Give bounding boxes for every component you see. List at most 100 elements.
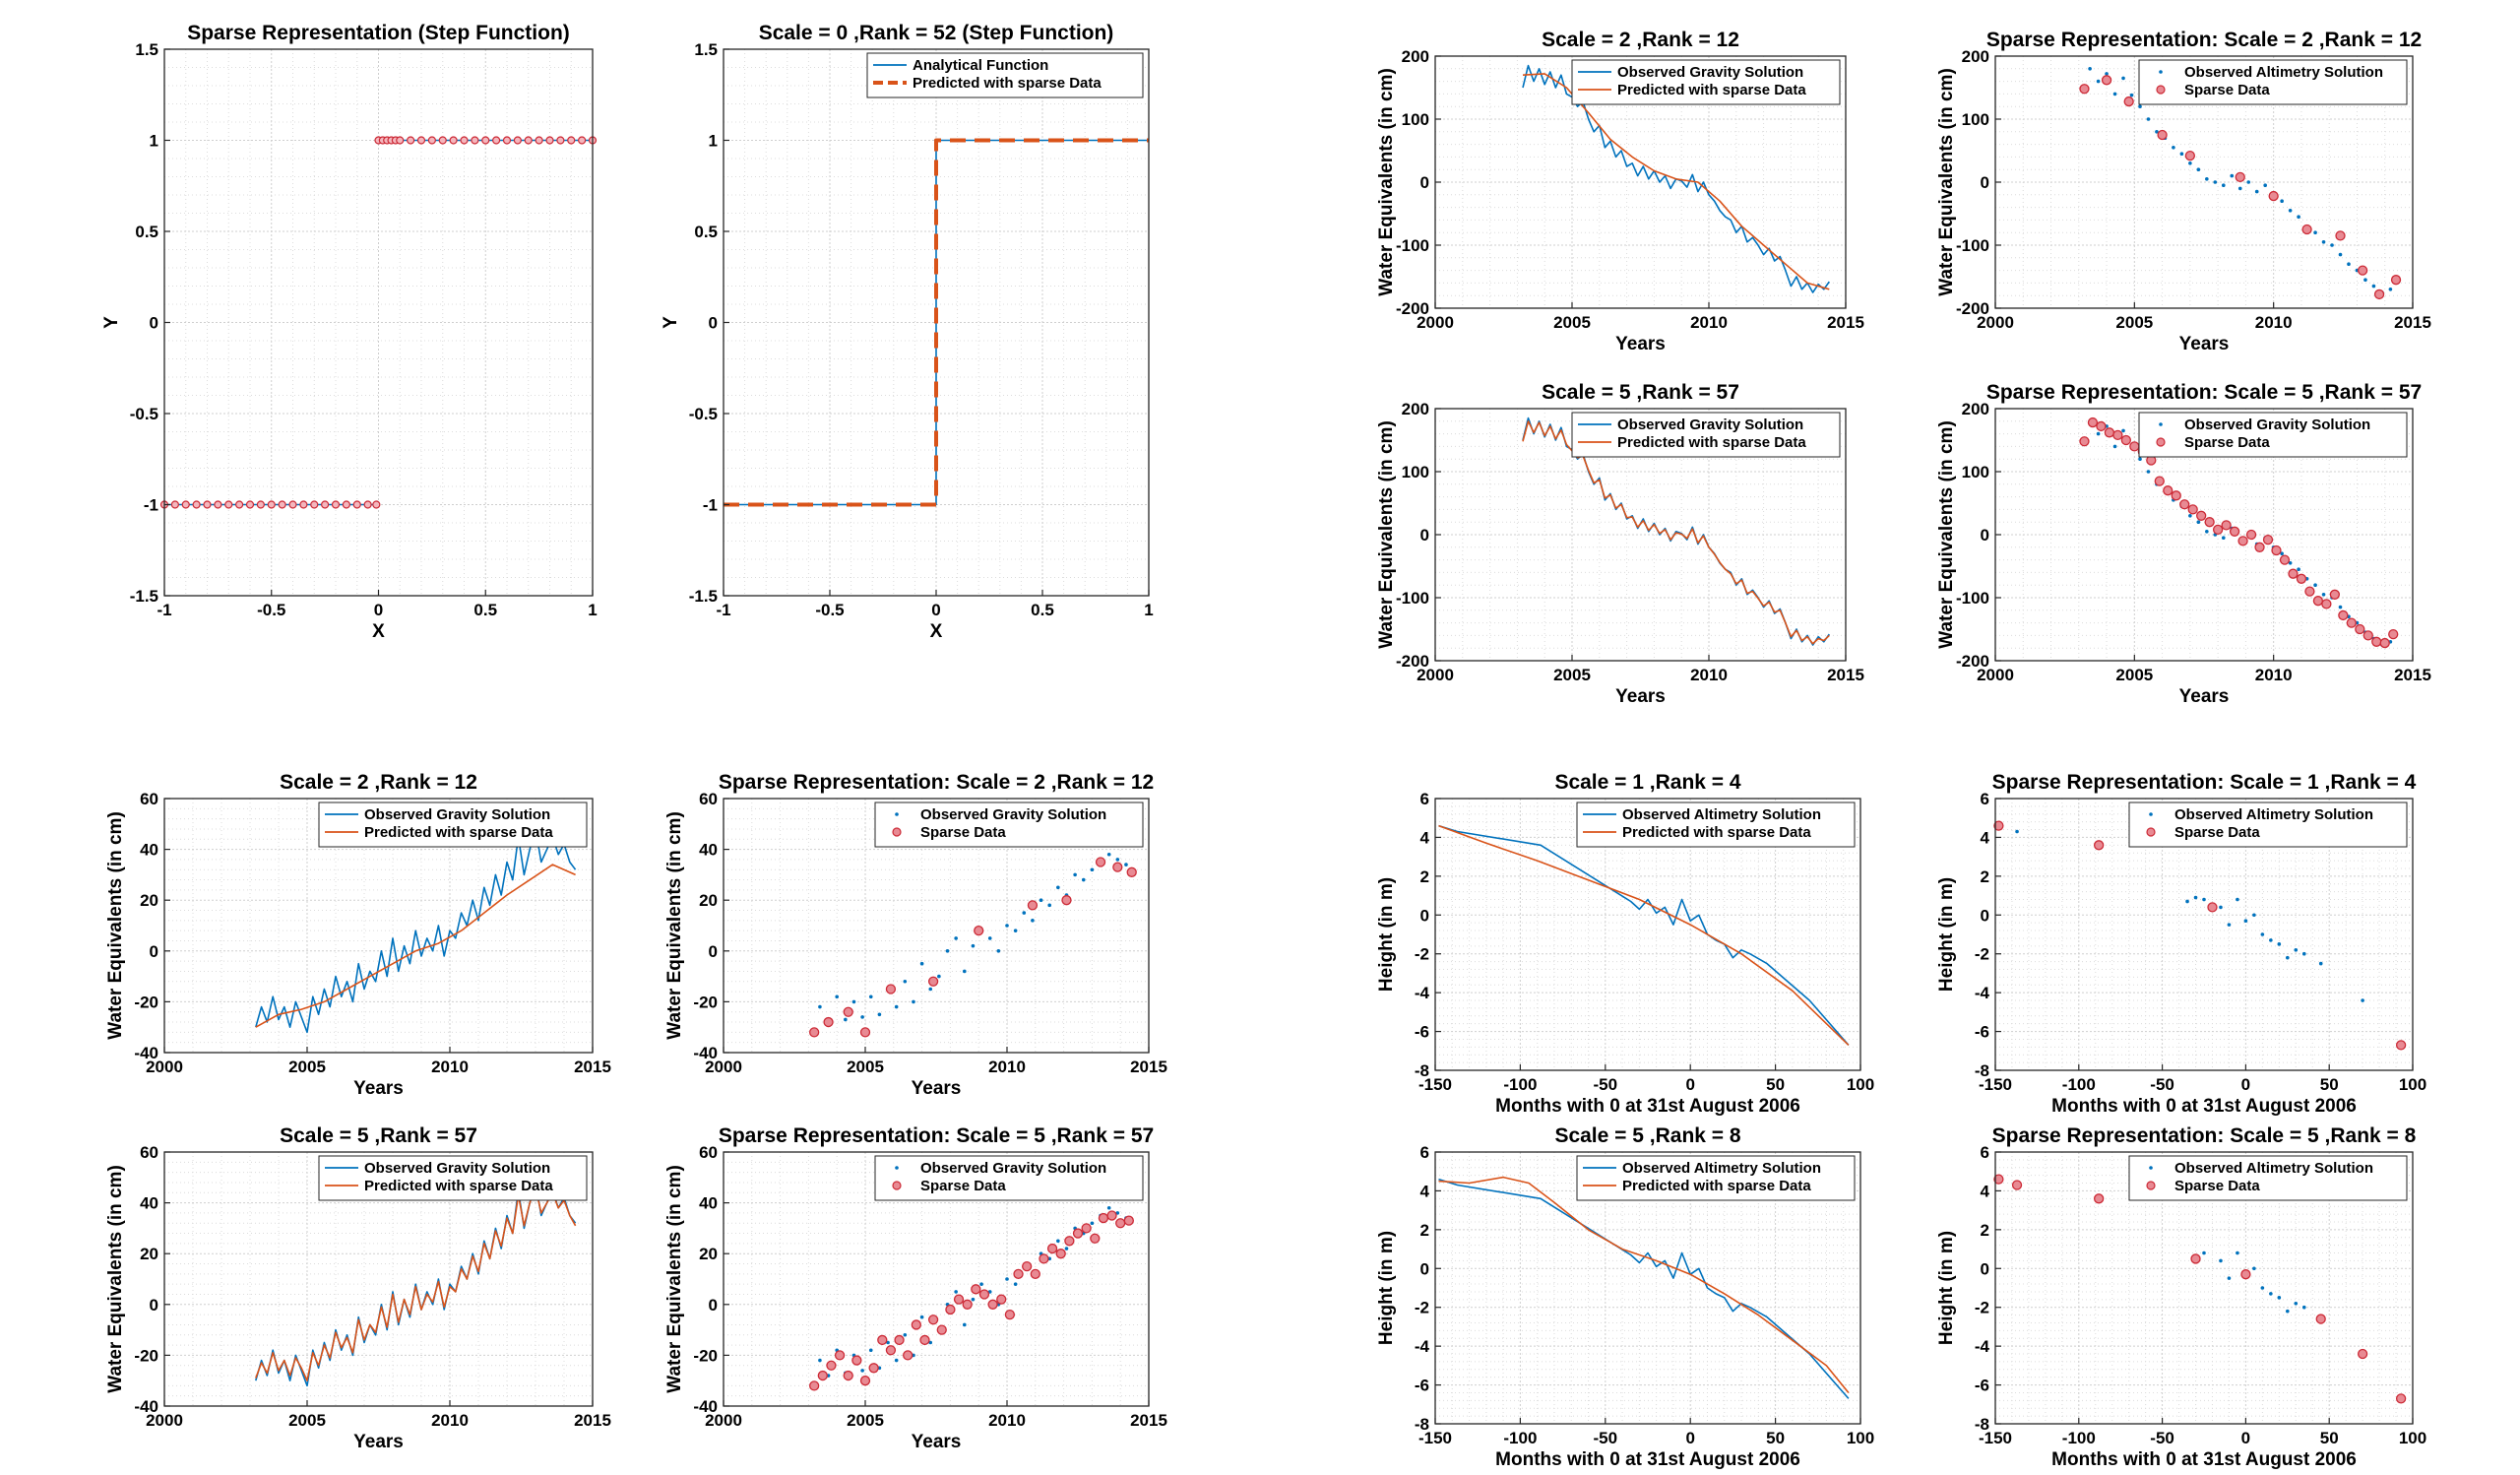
data-point [2371, 284, 2376, 289]
x-tick-label: 0.5 [473, 601, 497, 619]
data-point [2227, 1276, 2232, 1280]
data-point [331, 500, 341, 509]
series-1 [724, 138, 1149, 507]
y-tick-label: 1 [709, 132, 718, 151]
x-axis-label: Years [912, 1078, 962, 1099]
data-point [2196, 510, 2207, 521]
data-point [2104, 427, 2115, 438]
data-point [2213, 180, 2218, 184]
data-point [2088, 67, 2092, 71]
series-1 [255, 864, 576, 1028]
data-point [2338, 609, 2349, 621]
data-point [2188, 514, 2192, 518]
data-point [1095, 857, 1106, 867]
data-point [2288, 561, 2293, 565]
y-tick-label: -1.5 [689, 587, 718, 606]
chart-title: Sparse Representation: Scale = 2 ,Rank =… [719, 771, 1154, 794]
data-point [2347, 262, 2351, 267]
x-tick-label: -0.5 [815, 601, 844, 619]
data-point [851, 1355, 862, 1366]
x-tick-label: -0.5 [257, 601, 285, 619]
y-axis-label: Water Equivalents (in cm) [105, 811, 126, 1040]
x-axis-label: Months with 0 at 31st August 2006 [2051, 1449, 2357, 1470]
axes-frame [1434, 798, 1861, 1071]
x-tick-label: 50 [1766, 1075, 1785, 1094]
chart-title: Sparse Representation (Step Function) [187, 22, 570, 44]
data-point [2187, 504, 2198, 515]
data-point [288, 500, 297, 509]
data-point [974, 926, 984, 936]
series-0 [818, 852, 1128, 1024]
data-point [2146, 470, 2151, 474]
chart-title: Scale = 2 ,Rank = 12 [280, 771, 477, 794]
data-point [2371, 636, 2382, 647]
data-point [834, 1350, 846, 1361]
y-tick-label: 6 [1420, 790, 1429, 808]
data-point [912, 999, 915, 1004]
series-1 [2079, 417, 2399, 649]
x-tick-label: 2015 [1130, 1411, 1167, 1430]
y-tick-label: 0.5 [694, 223, 718, 241]
data-point [963, 969, 967, 974]
data-point [2269, 1292, 2273, 1296]
grid-lines [163, 1151, 594, 1407]
y-tick-label: 2 [1981, 1221, 1989, 1240]
data-point [2188, 161, 2192, 165]
data-point [245, 500, 255, 509]
legend-label: Observed Gravity Solution [364, 1160, 550, 1177]
data-point [2312, 596, 2324, 607]
data-point [2246, 180, 2251, 184]
x-tick-label: 2015 [1130, 1058, 1167, 1076]
x-tick-label: -100 [2062, 1075, 2096, 1094]
data-point [321, 500, 330, 509]
data-point [2207, 902, 2218, 913]
data-point [396, 136, 405, 145]
y-tick-label: 20 [699, 1245, 718, 1263]
x-tick-label: 2000 [1417, 666, 1454, 684]
chart-title: Sparse Representation: Scale = 5 ,Rank =… [1986, 381, 2422, 404]
data-point [2321, 240, 2326, 244]
data-point [1112, 862, 1123, 872]
legend-box [318, 1155, 588, 1201]
data-point [2094, 1193, 2105, 1204]
data-point [2254, 189, 2259, 194]
chart-title: Sparse Representation: Scale = 1 ,Rank =… [1992, 771, 2417, 794]
y-axis-label: Water Equivalents (in cm) [1936, 420, 1957, 649]
data-point [894, 1334, 905, 1346]
data-point [2146, 117, 2151, 121]
y-axis-label: Water Equivalents (in cm) [1376, 420, 1397, 649]
x-tick-label: 2015 [574, 1411, 611, 1430]
data-point [859, 1376, 871, 1386]
y-axis-label: Water Equivalents (in cm) [105, 1165, 126, 1393]
data-point [2271, 545, 2282, 556]
x-tick-label: 2005 [1553, 666, 1591, 684]
y-tick-label: 0 [1981, 173, 1989, 192]
axes-frame [1994, 798, 2414, 1071]
data-point [2096, 79, 2101, 84]
data-point [2297, 567, 2300, 571]
data-point [971, 1284, 981, 1295]
data-point [2252, 913, 2256, 918]
legend-label: Observed Gravity Solution [1617, 417, 1803, 433]
x-tick-label: 0.5 [1031, 601, 1054, 619]
data-point [2202, 897, 2206, 902]
legend-label: Predicted with sparse Data [1617, 434, 1806, 451]
y-axis-label: Height (in m) [1936, 1231, 1957, 1345]
x-tick-label: 0 [931, 601, 940, 619]
data-point [256, 500, 265, 509]
y-tick-label: 40 [699, 1194, 718, 1213]
data-point [1124, 863, 1128, 866]
data-point [267, 500, 276, 509]
data-point [1123, 1215, 1134, 1226]
series-line [255, 1186, 577, 1381]
axes-frame [723, 798, 1150, 1054]
y-tick-label: 0 [150, 1296, 158, 1315]
data-point [954, 1290, 958, 1294]
data-point [2235, 171, 2245, 183]
